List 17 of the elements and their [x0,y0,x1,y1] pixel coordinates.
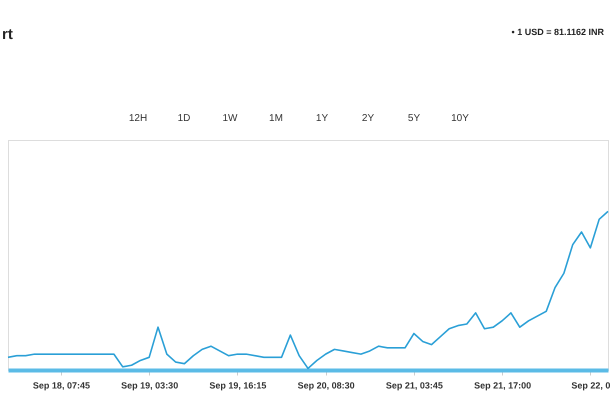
x-tick-label: Sep 20, 08:30 [298,380,355,390]
x-tick-label: Sep 21, 17:00 [474,380,532,390]
x-tick-label: Sep 19, 16:15 [209,380,266,390]
chart-title: rt [2,26,13,43]
text: 2Y [362,113,374,124]
text: 10Y [451,113,470,124]
text: 1W [222,113,238,124]
text: 12H [128,113,148,124]
x-tick-label: Sep 22, 0 [571,380,610,390]
x-tick-label: Sep 19, 03:30 [121,380,178,390]
x-tick-label: Sep 18, 07:45 [32,380,90,390]
text: 1D [178,113,190,124]
text: 1Y [316,113,328,124]
text: 1M [269,113,283,124]
text: • 1 USD = 81.1162 INR [512,27,604,37]
x-tick-label: Sep 21, 03:45 [386,380,443,390]
text: 5Y [408,113,420,124]
